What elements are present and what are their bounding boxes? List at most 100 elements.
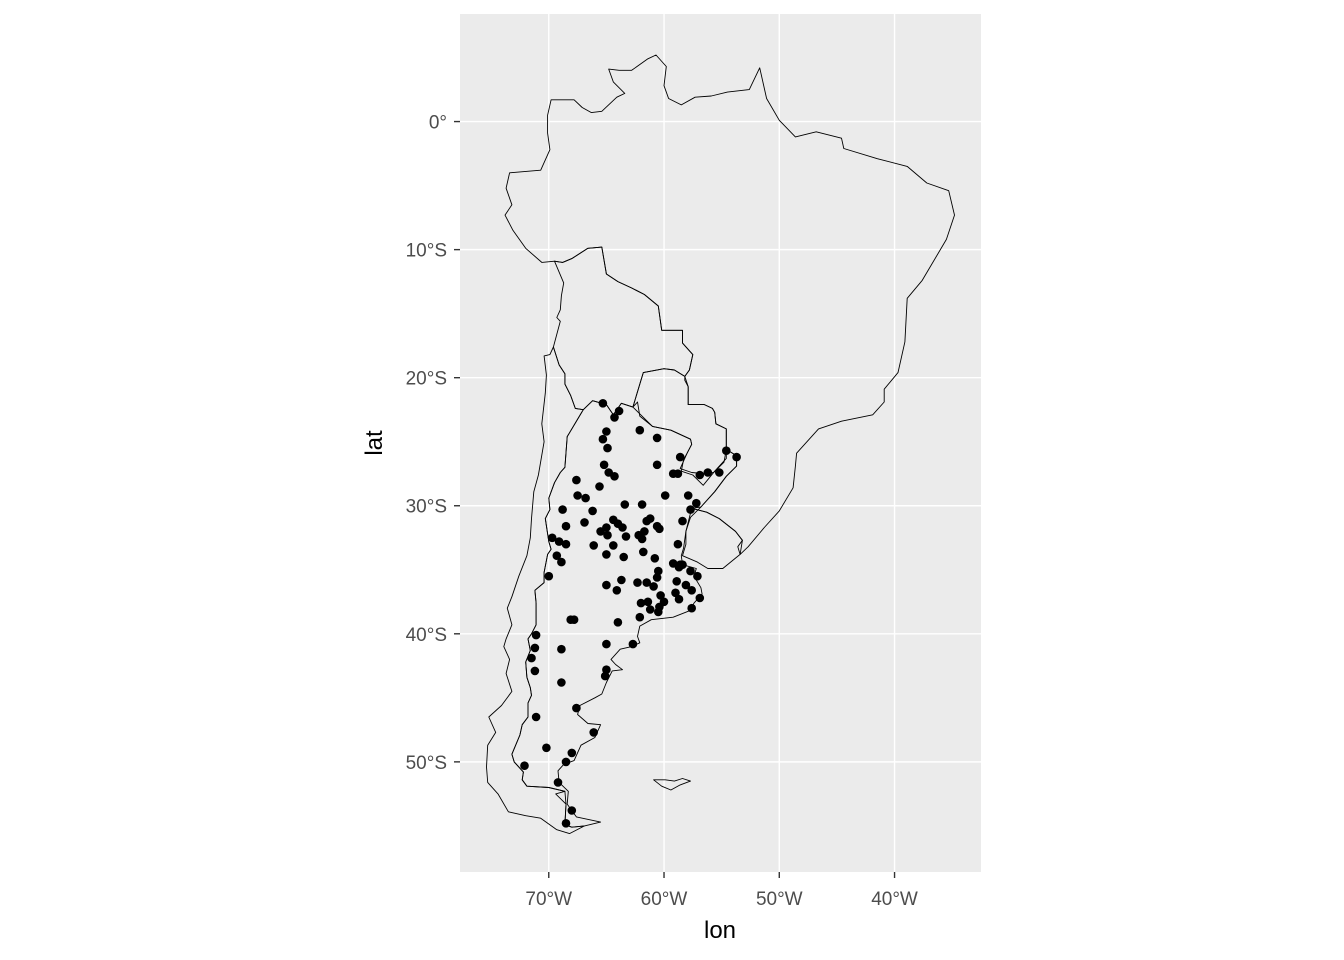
station-point xyxy=(654,566,663,576)
country-boundaries xyxy=(486,54,955,835)
station-point xyxy=(635,425,645,435)
station-point xyxy=(686,566,695,576)
x-tick-label: 40°W xyxy=(871,889,918,910)
station-point xyxy=(561,539,571,549)
y-tick-label: 0° xyxy=(429,113,447,134)
station-point xyxy=(595,482,604,491)
station-point xyxy=(569,615,579,624)
station-point xyxy=(639,547,648,557)
station-point xyxy=(673,539,683,549)
station-point xyxy=(572,475,581,485)
station-point xyxy=(558,505,567,514)
country-border xyxy=(486,346,585,835)
station-point xyxy=(695,593,705,603)
station-point xyxy=(635,612,645,622)
y-tick-label: 10°S xyxy=(406,241,447,262)
y-axis: 0° 10°S 20°S 30°S 40°S 50°S xyxy=(406,113,460,774)
station-point xyxy=(552,551,562,560)
station-point xyxy=(610,472,619,481)
station-point xyxy=(643,597,653,607)
station-point xyxy=(567,806,577,815)
station-point xyxy=(599,460,609,470)
station-point xyxy=(573,491,582,500)
station-point xyxy=(642,578,651,587)
y-tick-label: 30°S xyxy=(406,497,447,518)
station-point xyxy=(603,530,612,540)
station-point xyxy=(687,603,696,613)
x-tick-label: 50°W xyxy=(756,889,803,910)
station-point xyxy=(557,644,566,654)
station-point xyxy=(530,666,540,676)
station-point xyxy=(612,586,622,595)
station-point xyxy=(617,575,626,585)
station-point xyxy=(602,639,611,649)
station-point xyxy=(655,524,664,534)
station-point xyxy=(581,493,590,503)
y-axis-title: lat xyxy=(361,430,388,456)
station-point xyxy=(613,618,623,627)
station-point xyxy=(561,521,571,531)
grid-lines xyxy=(460,14,981,872)
station-point xyxy=(673,469,683,479)
station-point xyxy=(678,516,687,526)
station-point xyxy=(561,819,571,828)
station-point xyxy=(589,541,598,550)
station-point xyxy=(544,571,554,581)
station-point xyxy=(637,534,647,544)
station-point xyxy=(687,586,696,595)
station-point xyxy=(722,446,731,456)
station-point xyxy=(656,591,665,600)
station-point xyxy=(636,598,646,608)
station-point xyxy=(681,580,691,590)
station-point xyxy=(642,516,651,526)
station-point xyxy=(547,533,557,543)
station-point xyxy=(531,630,541,640)
station-point xyxy=(531,712,541,722)
station-point xyxy=(692,498,701,508)
station-point xyxy=(693,571,702,581)
station-point xyxy=(633,578,642,587)
station-point xyxy=(660,491,670,500)
station-point xyxy=(620,500,630,509)
station-point xyxy=(598,399,608,408)
station-point xyxy=(553,778,563,787)
station-point xyxy=(640,527,649,536)
station-point xyxy=(650,554,660,563)
station-point xyxy=(654,607,663,617)
y-tick-label: 50°S xyxy=(406,753,447,774)
station-point xyxy=(674,594,684,604)
station-point xyxy=(675,452,685,462)
station-point xyxy=(527,653,536,663)
station-point xyxy=(609,541,618,550)
country-border xyxy=(504,54,955,555)
station-point xyxy=(602,580,611,590)
station-point xyxy=(588,506,597,516)
y-tick-label: 40°S xyxy=(406,625,447,646)
station-point xyxy=(715,468,724,477)
y-tick-label: 20°S xyxy=(406,369,447,390)
station-point xyxy=(572,703,581,713)
data-points xyxy=(520,399,741,828)
station-point xyxy=(580,518,589,527)
station-point xyxy=(596,527,605,536)
station-point xyxy=(602,427,611,436)
station-point xyxy=(530,643,540,653)
x-axis: 70°W 60°W 50°W 40°W xyxy=(525,872,918,910)
station-point xyxy=(637,500,647,509)
station-point xyxy=(520,761,529,770)
station-point xyxy=(652,433,662,443)
station-point xyxy=(621,532,631,541)
x-tick-label: 70°W xyxy=(525,889,572,910)
station-point xyxy=(610,413,619,422)
station-point xyxy=(557,557,566,567)
station-point xyxy=(602,665,611,674)
station-point xyxy=(645,605,655,614)
station-point xyxy=(674,562,684,572)
station-point xyxy=(686,505,695,514)
x-axis-title: lon xyxy=(704,917,736,944)
station-point xyxy=(598,434,608,444)
station-point xyxy=(628,639,638,649)
station-point xyxy=(652,460,662,470)
station-point xyxy=(600,671,610,681)
